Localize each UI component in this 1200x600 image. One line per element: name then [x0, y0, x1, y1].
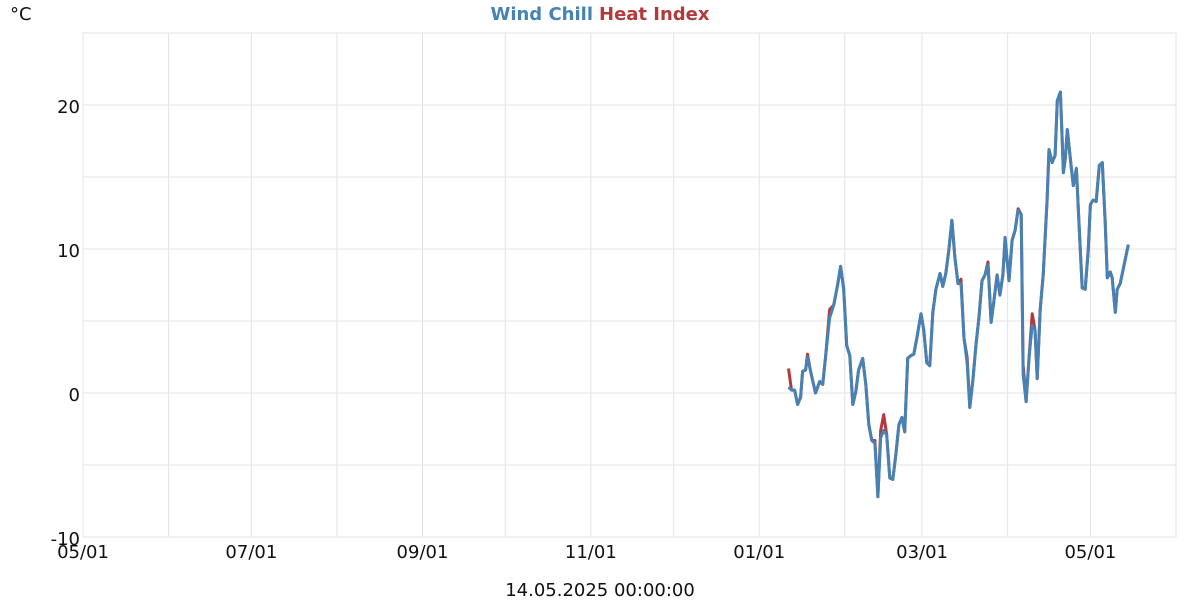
- legend-label: Wind Chill: [490, 4, 593, 25]
- plot-frame: [82, 32, 1177, 538]
- x-tick-label: 05/01: [57, 542, 109, 563]
- y-tick-label: 10: [57, 241, 80, 262]
- y-axis-label: °C: [10, 4, 32, 25]
- x-tick-label: 01/01: [733, 542, 785, 563]
- y-tick-label: 0: [69, 385, 80, 406]
- data-line: [787, 90, 1130, 499]
- y-tick-label: -10: [51, 529, 80, 550]
- x-tick-label: 11/01: [565, 542, 617, 563]
- x-tick-label: 09/01: [397, 542, 449, 563]
- y-tick-label: 20: [57, 97, 80, 118]
- data-line: [787, 90, 1130, 499]
- x-axis-label: 14.05.2025 00:00:00: [505, 580, 695, 600]
- x-tick-label: 03/01: [896, 542, 948, 563]
- legend-label: Heat Index: [599, 4, 710, 25]
- x-tick-label: 05/01: [1064, 542, 1116, 563]
- x-tick-label: 07/01: [225, 542, 277, 563]
